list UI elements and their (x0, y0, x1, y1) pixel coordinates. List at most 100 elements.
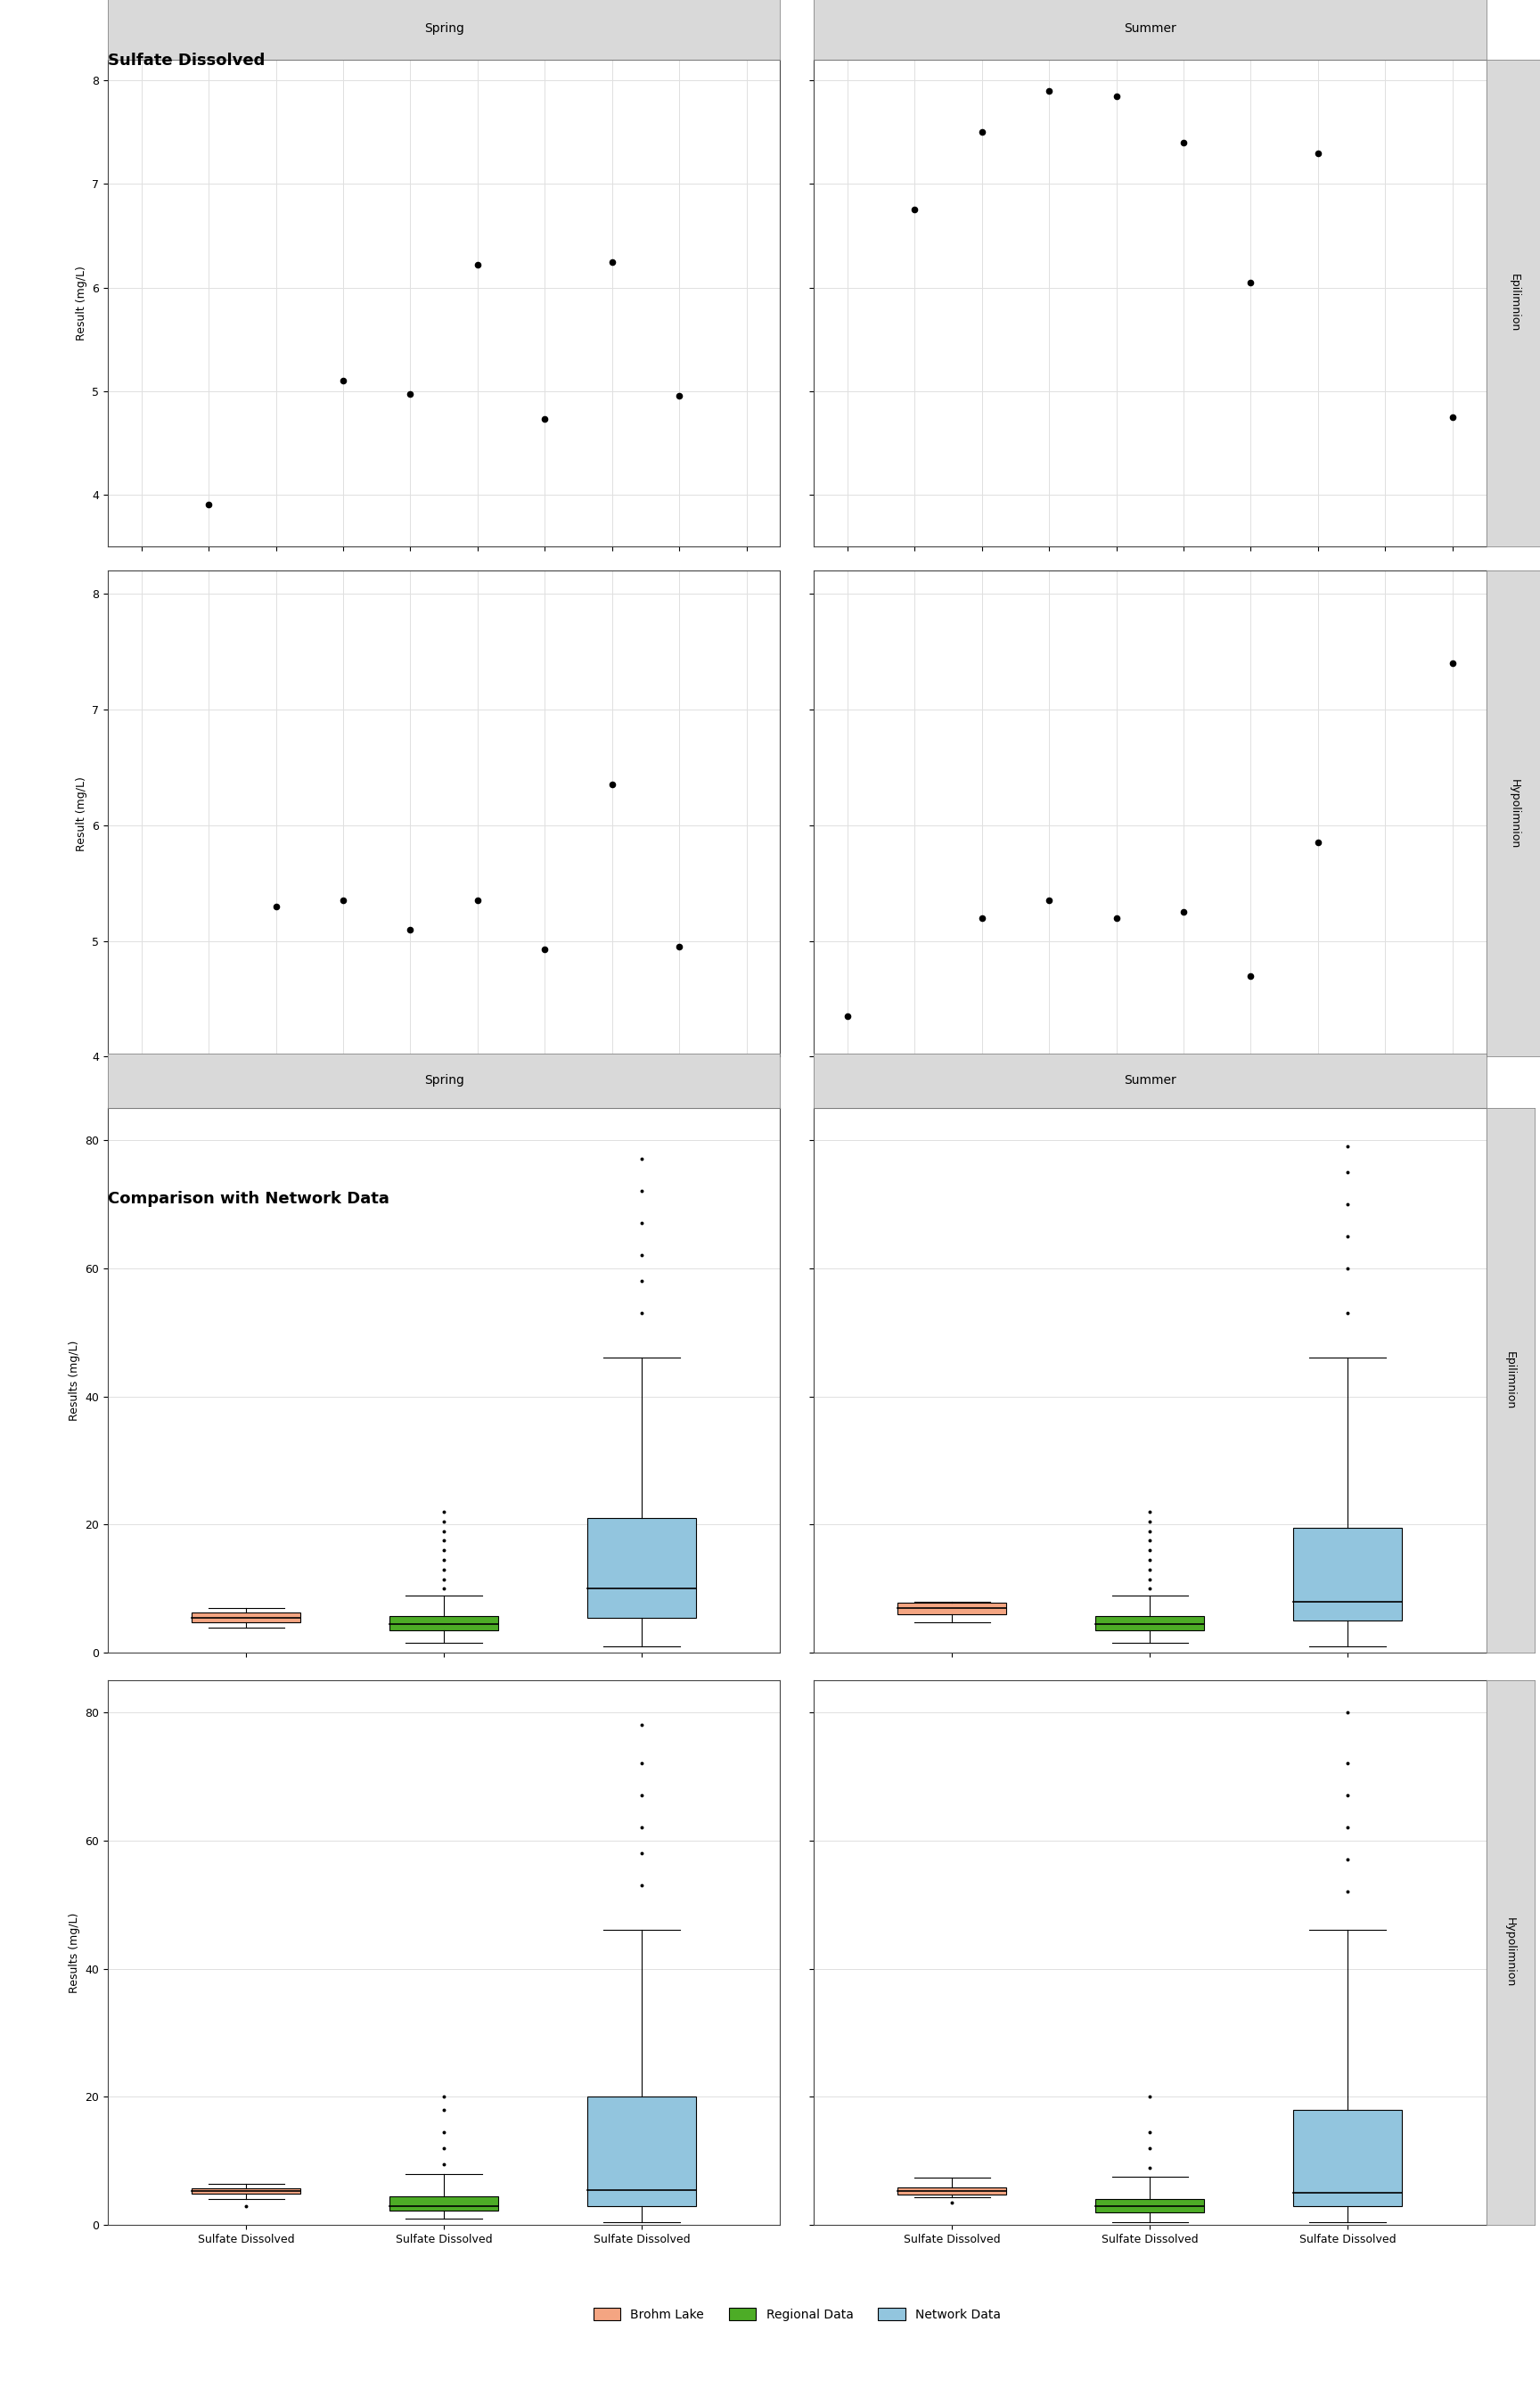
Point (630, 1833, 654, 1871)
Point (1138, 1531, 1163, 1569)
Point (331, 882, 356, 920)
Point (1335, 1744, 1360, 1783)
Point (331, 362, 356, 400)
Point (397, 910, 422, 949)
Point (630, 1263, 654, 1301)
Point (431, 2089, 456, 2128)
Y-axis label: Results (mg/L): Results (mg/L) (68, 1912, 80, 1993)
Point (1335, 1694, 1360, 1732)
Point (1138, 1502, 1163, 1541)
Point (263, 887, 288, 925)
Point (1138, 1512, 1163, 1550)
Point (1440, 398, 1465, 436)
Point (431, 1531, 456, 1569)
Point (431, 1512, 456, 1550)
Point (431, 1493, 456, 1531)
Bar (898, 1603, 1007, 1615)
Bar (390, 2197, 499, 2212)
Point (533, 400, 557, 438)
Point (431, 1502, 456, 1541)
Legend: Brohm Lake, Regional Data, Network Data: Brohm Lake, Regional Data, Network Data (593, 2307, 1001, 2322)
Point (630, 1809, 654, 1847)
Point (431, 1569, 456, 1608)
Bar (1294, 2108, 1401, 2207)
Point (533, 930, 557, 968)
Bar (1294, 1529, 1401, 1620)
Point (431, 2113, 456, 2152)
Bar (587, 2096, 696, 2207)
Bar (192, 1613, 300, 1622)
Bar (1095, 1615, 1204, 1629)
Point (599, 242, 624, 280)
Point (630, 1744, 654, 1783)
Point (1138, 1521, 1163, 1560)
Point (630, 1706, 654, 1744)
Point (431, 1550, 456, 1589)
Point (1335, 1184, 1360, 1222)
Bar (587, 1519, 696, 1617)
Point (1036, 72, 1061, 110)
Point (431, 1521, 456, 1560)
Point (1172, 894, 1197, 932)
Point (1036, 882, 1061, 920)
Point (1172, 125, 1197, 163)
Point (1138, 1560, 1163, 1598)
Point (630, 1294, 654, 1332)
Point (465, 882, 490, 920)
Point (630, 1172, 654, 1210)
Point (431, 1541, 456, 1579)
Point (1238, 264, 1263, 302)
Point (1306, 824, 1331, 863)
Bar (898, 2188, 1007, 2195)
Point (667, 376, 691, 415)
Bar (390, 1615, 499, 1629)
Point (234, 2188, 259, 2226)
Y-axis label: Result (mg/L): Result (mg/L) (75, 266, 88, 340)
Point (1440, 645, 1465, 683)
Point (1335, 1126, 1360, 1164)
Point (1138, 2149, 1163, 2188)
Point (1138, 2113, 1163, 2152)
Point (431, 2130, 456, 2168)
Point (431, 2144, 456, 2183)
Point (599, 764, 624, 803)
Bar (1095, 2200, 1204, 2212)
Point (465, 244, 490, 283)
Point (431, 1560, 456, 1598)
Point (1335, 1840, 1360, 1878)
Point (970, 898, 995, 937)
Point (970, 113, 995, 151)
Point (1335, 1217, 1360, 1256)
Point (939, 2183, 964, 2221)
Point (1138, 1493, 1163, 1531)
Point (1104, 898, 1129, 937)
Point (1138, 2077, 1163, 2116)
Point (1335, 1874, 1360, 1912)
Point (1335, 1809, 1360, 1847)
Point (431, 2077, 456, 2116)
Point (196, 486, 220, 525)
Text: Sulfate Dissolved: Sulfate Dissolved (108, 53, 265, 69)
Point (1138, 1541, 1163, 1579)
Point (630, 1140, 654, 1179)
Point (630, 1775, 654, 1814)
Point (1335, 1775, 1360, 1814)
Point (630, 1236, 654, 1275)
Point (1138, 2130, 1163, 2168)
Point (1335, 1248, 1360, 1287)
Point (1104, 77, 1129, 115)
Point (1306, 134, 1331, 173)
Point (1238, 956, 1263, 994)
Point (902, 192, 927, 230)
Point (667, 927, 691, 966)
Point (835, 997, 859, 1035)
Point (630, 1866, 654, 1905)
Y-axis label: Results (mg/L): Results (mg/L) (68, 1339, 80, 1421)
Y-axis label: Result (mg/L): Result (mg/L) (75, 776, 88, 851)
Point (1335, 1152, 1360, 1191)
Point (1138, 1569, 1163, 1608)
Bar (192, 2188, 300, 2195)
Text: Comparison with Network Data: Comparison with Network Data (108, 1191, 390, 1208)
Point (630, 1205, 654, 1244)
Point (1138, 1550, 1163, 1589)
